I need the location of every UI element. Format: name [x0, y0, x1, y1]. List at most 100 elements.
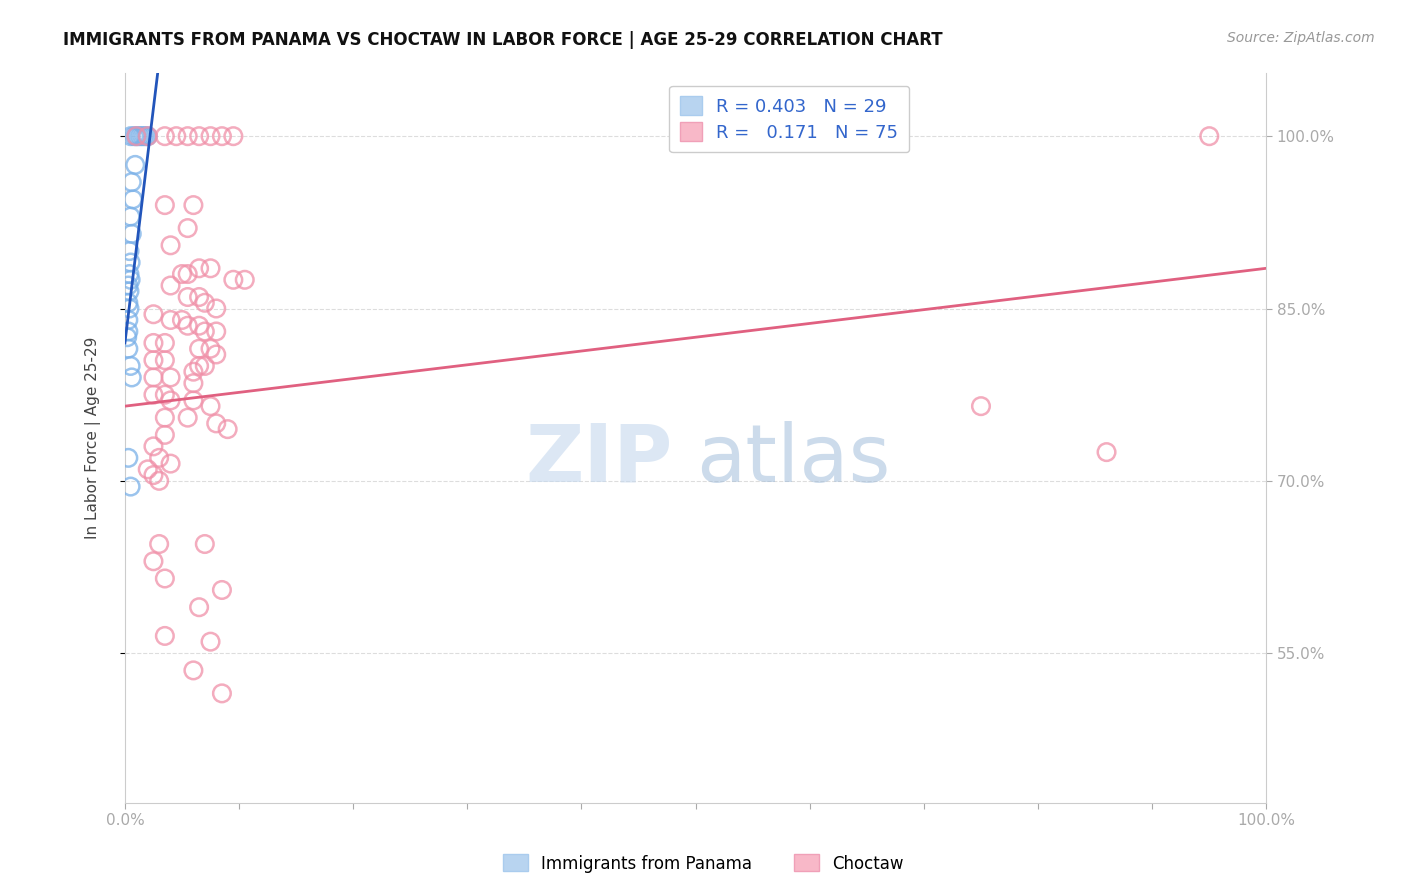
- Point: [142, 468, 165, 483]
- Point: [1198, 129, 1220, 144]
- Point: [121, 175, 143, 189]
- Point: [205, 417, 228, 431]
- Point: [148, 537, 170, 551]
- Point: [117, 450, 139, 465]
- Point: [118, 285, 141, 299]
- Text: ZIP: ZIP: [526, 421, 673, 499]
- Point: [176, 290, 198, 304]
- Point: [153, 387, 176, 401]
- Point: [159, 370, 181, 384]
- Point: [176, 267, 198, 281]
- Point: [117, 342, 139, 356]
- Point: [188, 342, 211, 356]
- Point: [200, 634, 222, 648]
- Point: [136, 129, 159, 144]
- Point: [188, 600, 211, 615]
- Point: [117, 325, 139, 339]
- Point: [153, 353, 176, 368]
- Point: [120, 255, 142, 269]
- Point: [205, 347, 228, 361]
- Point: [120, 359, 142, 373]
- Point: [1095, 445, 1118, 459]
- Point: [142, 439, 165, 453]
- Point: [136, 129, 159, 144]
- Point: [970, 399, 993, 413]
- Point: [183, 376, 205, 391]
- Point: [200, 129, 222, 144]
- Point: [153, 410, 176, 425]
- Point: [117, 278, 139, 293]
- Text: atlas: atlas: [696, 421, 890, 499]
- Point: [159, 393, 181, 408]
- Point: [200, 399, 222, 413]
- Point: [118, 301, 141, 316]
- Point: [176, 221, 198, 235]
- Point: [132, 129, 155, 144]
- Point: [205, 301, 228, 316]
- Point: [115, 330, 138, 344]
- Point: [222, 273, 245, 287]
- Point: [118, 244, 141, 258]
- Point: [188, 359, 211, 373]
- Point: [148, 474, 170, 488]
- Point: [120, 129, 142, 144]
- Point: [188, 261, 211, 276]
- Y-axis label: In Labor Force | Age 25-29: In Labor Force | Age 25-29: [86, 336, 101, 539]
- Point: [120, 273, 142, 287]
- Point: [211, 582, 233, 597]
- Point: [159, 278, 181, 293]
- Legend: Immigrants from Panama, Choctaw: Immigrants from Panama, Choctaw: [496, 847, 910, 880]
- Point: [183, 198, 205, 212]
- Point: [153, 572, 176, 586]
- Point: [129, 129, 152, 144]
- Point: [194, 359, 217, 373]
- Point: [142, 554, 165, 568]
- Point: [142, 387, 165, 401]
- Point: [194, 295, 217, 310]
- Point: [159, 457, 181, 471]
- Point: [136, 462, 159, 476]
- Point: [165, 129, 187, 144]
- Point: [128, 129, 150, 144]
- Point: [188, 318, 211, 333]
- Point: [120, 210, 142, 224]
- Point: [217, 422, 239, 436]
- Point: [153, 629, 176, 643]
- Point: [142, 335, 165, 350]
- Point: [222, 129, 245, 144]
- Point: [183, 393, 205, 408]
- Point: [188, 129, 211, 144]
- Point: [142, 370, 165, 384]
- Point: [134, 129, 156, 144]
- Point: [148, 450, 170, 465]
- Point: [205, 325, 228, 339]
- Point: [153, 129, 176, 144]
- Point: [183, 664, 205, 678]
- Point: [153, 428, 176, 442]
- Point: [121, 370, 143, 384]
- Point: [159, 238, 181, 252]
- Point: [194, 325, 217, 339]
- Point: [153, 335, 176, 350]
- Point: [125, 129, 148, 144]
- Point: [170, 267, 193, 281]
- Point: [176, 129, 198, 144]
- Point: [120, 479, 142, 493]
- Text: IMMIGRANTS FROM PANAMA VS CHOCTAW IN LABOR FORCE | AGE 25-29 CORRELATION CHART: IMMIGRANTS FROM PANAMA VS CHOCTAW IN LAB…: [63, 31, 943, 49]
- Point: [233, 273, 256, 287]
- Point: [211, 129, 233, 144]
- Point: [124, 158, 146, 172]
- Point: [122, 192, 145, 206]
- Point: [176, 410, 198, 425]
- Point: [125, 129, 148, 144]
- Point: [188, 290, 211, 304]
- Point: [117, 313, 139, 327]
- Point: [118, 267, 141, 281]
- Point: [176, 318, 198, 333]
- Point: [122, 129, 145, 144]
- Point: [194, 537, 217, 551]
- Point: [142, 353, 165, 368]
- Point: [153, 198, 176, 212]
- Point: [159, 313, 181, 327]
- Point: [211, 686, 233, 700]
